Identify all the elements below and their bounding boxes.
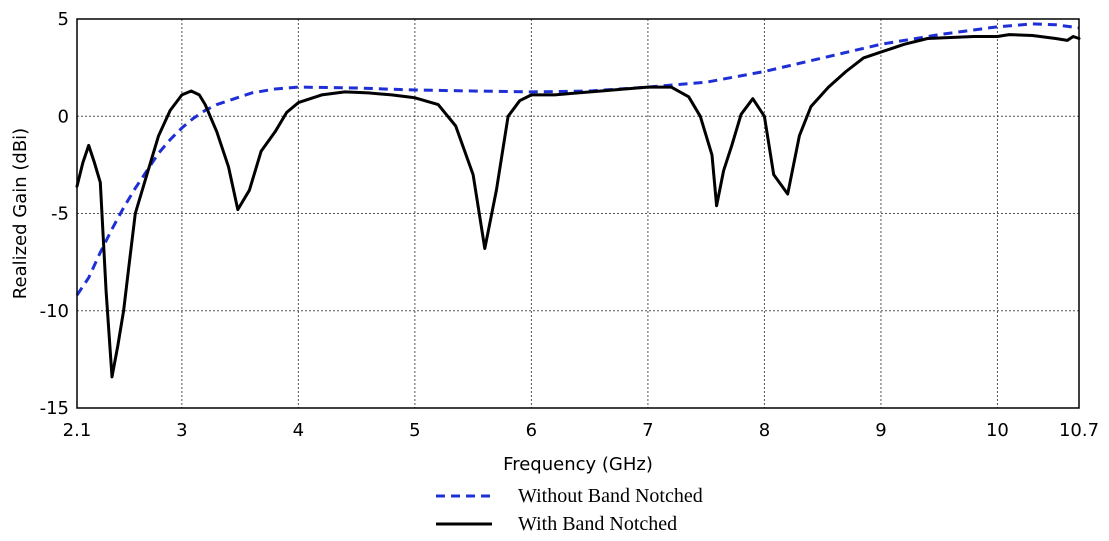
- y-tick-labels: 5 0 -5 -10 -15: [40, 9, 69, 419]
- x-tick-label: 10.7: [1059, 420, 1099, 441]
- x-tick-label: 7: [642, 420, 653, 441]
- x-tick-label: 9: [875, 420, 886, 441]
- grid: [77, 19, 1079, 408]
- legend-label-with-band-notched: With Band Notched: [518, 513, 677, 535]
- x-tick-label: 5: [409, 420, 420, 441]
- y-tick-label: 0: [58, 106, 69, 127]
- series-layer: [75, 22, 1081, 379]
- x-tick-labels: 2.1 3 4 5 6 7 8 9 10 10.7: [63, 420, 1099, 441]
- x-tick-label: 2.1: [63, 420, 92, 441]
- legend: Without Band Notched With Band Notched: [436, 485, 703, 535]
- series-line-with-band-notched: [75, 33, 1081, 379]
- y-tick-label: -15: [40, 398, 69, 419]
- y-tick-label: 5: [58, 9, 69, 30]
- y-tick-label: -10: [40, 301, 69, 322]
- x-tick-label: 3: [176, 420, 187, 441]
- x-tick-label: 8: [759, 420, 770, 441]
- series-line-without-band-notched: [75, 22, 1080, 297]
- x-tick-label: 10: [986, 420, 1009, 441]
- x-tick-label: 6: [526, 420, 537, 441]
- y-axis-title: Realized Gain (dBi): [10, 128, 31, 299]
- legend-label-without-band-notched: Without Band Notched: [518, 485, 703, 507]
- plot-frame: [76, 18, 1080, 409]
- y-tick-label: -5: [51, 204, 69, 225]
- x-axis-title: Frequency (GHz): [503, 454, 653, 475]
- x-tick-label: 4: [293, 420, 304, 441]
